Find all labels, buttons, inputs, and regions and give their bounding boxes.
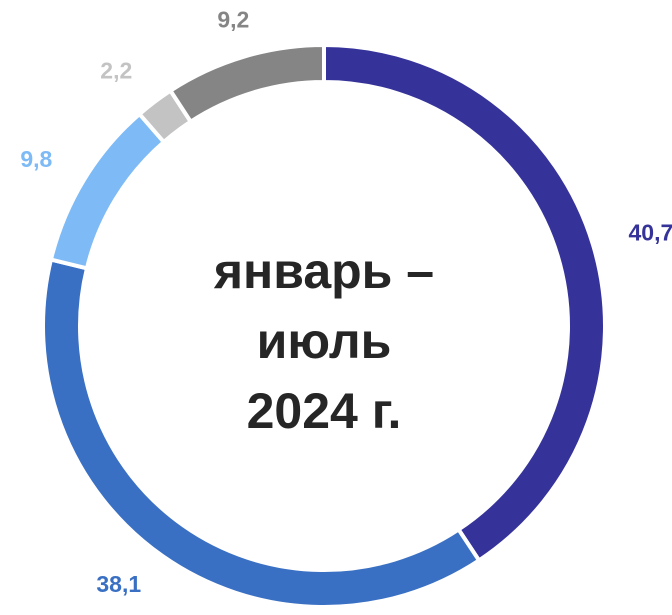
center-text: июль: [257, 313, 392, 369]
data-label: 2,2: [100, 57, 132, 83]
donut-segment: [322, 42, 607, 564]
donut-segment: [48, 111, 167, 271]
data-label: 38,1: [96, 571, 141, 597]
data-label: 9,8: [20, 146, 52, 172]
donut-segment: [167, 42, 326, 125]
center-text: январь –: [213, 243, 434, 299]
center-text: 2024 г.: [247, 383, 402, 439]
data-label: 9,2: [217, 6, 249, 32]
data-label: 40,7: [629, 219, 672, 245]
